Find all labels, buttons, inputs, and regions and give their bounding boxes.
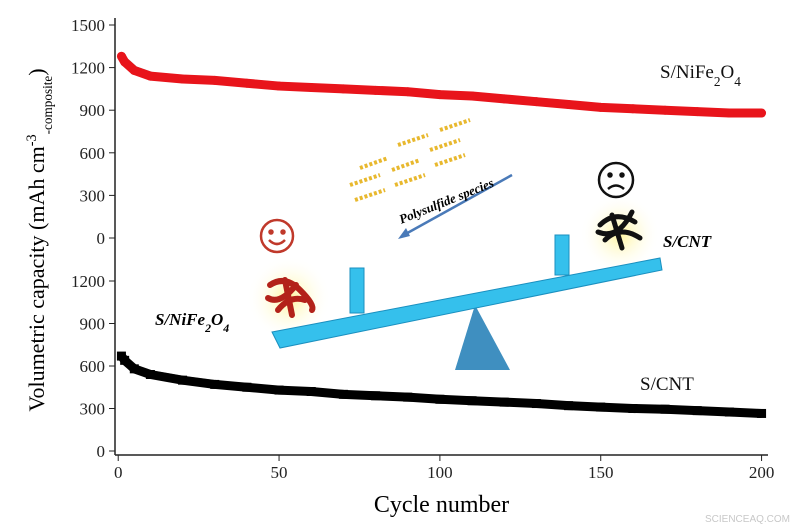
marker [531, 97, 541, 107]
marker [274, 81, 284, 91]
marker [338, 84, 348, 94]
marker [660, 404, 670, 414]
y-axis-title-part: ) [24, 68, 49, 75]
y-tick-label: 600 [80, 144, 106, 163]
y-axis-title-part: -composite [40, 76, 55, 135]
y-tick-label: 1500 [71, 16, 105, 35]
marker [306, 82, 316, 92]
marker [660, 105, 670, 115]
marker [274, 385, 284, 395]
marker [242, 78, 252, 88]
illustration: Polysulfide species S/NiFe2O4 S/CNT SCIE… [155, 118, 790, 525]
x-tick-label: 50 [271, 463, 288, 482]
marker [499, 94, 509, 104]
y-tick-label: 0 [97, 442, 106, 461]
frowny [597, 161, 635, 199]
arrow [401, 173, 513, 238]
marker [120, 57, 130, 67]
x-axis-title: Cycle number [374, 492, 509, 518]
marker [692, 406, 702, 416]
marker [467, 396, 477, 406]
marker [178, 74, 188, 84]
marker [467, 91, 477, 101]
marker [531, 399, 541, 409]
marker [628, 404, 638, 413]
y-tick-label: 0 [97, 229, 106, 248]
smiley [259, 218, 295, 254]
marker [757, 408, 767, 418]
marker [724, 407, 734, 417]
y-axis-title-part: Volumetric capacity (mAh cm [24, 146, 49, 411]
marker [338, 389, 348, 399]
y-tick-label: 300 [80, 186, 106, 205]
y-tick-label: 300 [80, 400, 106, 419]
series-label: S/CNT [640, 374, 694, 395]
marker [145, 370, 155, 379]
marker [371, 391, 381, 401]
fulcrum [455, 305, 510, 370]
marker [564, 401, 574, 411]
marker [120, 355, 130, 365]
marker [210, 379, 220, 389]
x-tick-label: 100 [427, 463, 453, 482]
beam [271, 257, 663, 349]
post [554, 234, 570, 276]
material-label: S/CNT [663, 232, 712, 251]
y-tick-label: 1200 [71, 272, 105, 291]
marker [692, 107, 702, 117]
marker [724, 108, 734, 118]
x-tick-label: 0 [114, 463, 123, 482]
y-tick-label: 600 [80, 357, 106, 376]
y-axis-title: Volumetric capacity (mAh cm-3-composite) [24, 68, 55, 411]
y-tick-label: 900 [80, 101, 106, 120]
marker [129, 364, 139, 374]
arrow-label: Polysulfide species [397, 175, 496, 227]
marker [242, 382, 252, 392]
arrowhead [398, 228, 410, 239]
y-tick-label: 1200 [71, 59, 105, 78]
marker [435, 394, 445, 404]
marker [210, 75, 220, 85]
marker [499, 397, 509, 407]
marker [403, 392, 413, 402]
polysulfide-chains [349, 118, 471, 202]
cnt-network [595, 209, 643, 251]
material-label: S/NiFe2O4 [155, 310, 229, 335]
y-tick-label: 900 [80, 315, 106, 334]
marker [435, 90, 445, 100]
marker [596, 402, 606, 412]
marker [757, 108, 767, 118]
series-label: S/NiFe2O4 [660, 62, 741, 89]
marker [564, 100, 574, 110]
marker [178, 375, 188, 385]
y-axis-title-part: -3 [24, 134, 40, 146]
x-tick-label: 200 [749, 463, 775, 482]
x-tick-label: 150 [588, 463, 614, 482]
watermark: SCIENCEAQ.COM [705, 514, 790, 525]
marker [628, 104, 638, 114]
marker [403, 87, 413, 97]
nife-network [265, 277, 316, 318]
marker [371, 85, 381, 95]
marker [596, 102, 606, 112]
marker [145, 71, 155, 81]
post [349, 267, 365, 314]
marker [306, 387, 316, 396]
marker [129, 65, 139, 75]
